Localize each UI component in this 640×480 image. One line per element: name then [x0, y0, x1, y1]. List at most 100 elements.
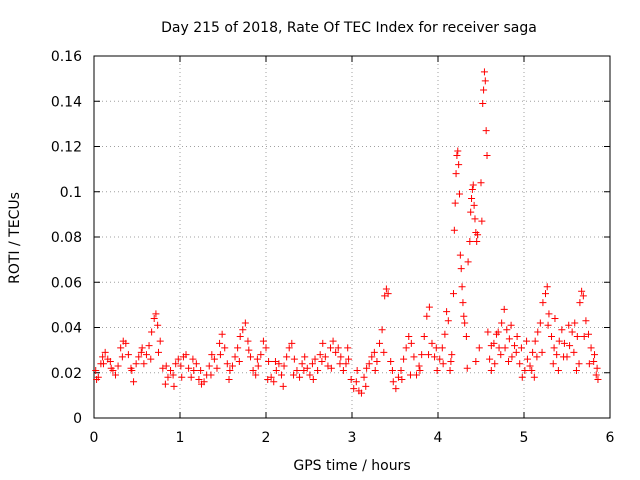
y-tick-label: 0.16 [51, 49, 82, 65]
data-point [137, 348, 145, 356]
data-point [517, 344, 525, 352]
data-point [368, 353, 376, 361]
data-point [352, 378, 360, 386]
data-point [182, 351, 190, 359]
data-point [503, 326, 511, 334]
data-point [380, 348, 388, 356]
data-point [484, 328, 492, 336]
data-point [570, 348, 578, 356]
data-point [161, 380, 169, 388]
data-point [270, 378, 278, 386]
data-point [505, 335, 513, 343]
y-tick-label: 0.08 [51, 230, 82, 246]
data-point [148, 328, 156, 336]
data-point [469, 181, 477, 189]
data-point [466, 238, 474, 246]
data-point [262, 344, 270, 352]
data-point [197, 366, 205, 374]
data-point [124, 351, 132, 359]
data-point [592, 371, 600, 379]
data-point [464, 258, 472, 266]
y-tick-label: 0.06 [51, 275, 82, 291]
data-point [478, 217, 486, 225]
data-point [482, 127, 490, 135]
data-point [400, 355, 408, 363]
data-point [579, 292, 587, 300]
data-point [130, 378, 138, 386]
data-point [195, 376, 203, 384]
data-point [244, 337, 252, 345]
data-point [164, 373, 172, 381]
data-point [373, 357, 381, 365]
data-point [505, 357, 513, 365]
data-point [498, 319, 506, 327]
data-point [529, 348, 537, 356]
data-point [474, 231, 482, 239]
data-point [533, 353, 541, 361]
data-point [177, 362, 185, 370]
data-point [345, 355, 353, 363]
data-point [101, 348, 109, 356]
data-point [319, 339, 327, 347]
data-point [582, 317, 590, 325]
data-point [511, 342, 519, 350]
data-point [389, 378, 397, 386]
data-point [497, 351, 505, 359]
data-point [239, 326, 247, 334]
data-point [566, 342, 574, 350]
x-axis-label: GPS time / hours [293, 458, 410, 474]
y-tick-label: 0.12 [51, 140, 82, 156]
data-point [234, 344, 242, 352]
data-point [245, 346, 253, 354]
data-point [99, 360, 107, 368]
data-point [536, 319, 544, 327]
data-point [576, 299, 584, 307]
data-point [208, 351, 216, 359]
data-point [337, 353, 345, 361]
x-tick-label: 6 [606, 430, 615, 446]
data-point [550, 344, 558, 352]
data-point [288, 339, 296, 347]
data-point [560, 339, 568, 347]
x-tick-label: 0 [90, 430, 99, 446]
data-point [463, 364, 471, 372]
data-point [458, 283, 466, 291]
data-point [216, 339, 224, 347]
data-point [142, 351, 150, 359]
data-point [543, 283, 551, 291]
data-point [272, 366, 280, 374]
data-point [249, 366, 257, 374]
data-point [571, 319, 579, 327]
data-point [350, 385, 358, 393]
data-point [252, 371, 260, 379]
data-point [455, 161, 463, 169]
data-point [554, 366, 562, 374]
data-point [264, 376, 272, 384]
data-point [382, 285, 390, 293]
data-point [580, 333, 588, 341]
y-tick-label: 0.04 [51, 321, 82, 337]
grid [94, 56, 610, 418]
data-point [487, 366, 495, 374]
data-point [538, 348, 546, 356]
data-point [456, 251, 464, 259]
data-point [539, 299, 547, 307]
data-point [462, 333, 470, 341]
data-point [449, 290, 457, 298]
data-point [388, 366, 396, 374]
data-point [528, 366, 536, 374]
data-point [293, 366, 301, 374]
y-tick-label: 0 [73, 411, 82, 427]
data-point [501, 344, 509, 352]
data-point [544, 321, 552, 329]
data-point [344, 344, 352, 352]
data-point [443, 308, 451, 316]
y-axis-label: ROTI / TECUs [7, 192, 23, 284]
data-point [423, 312, 431, 320]
data-point [523, 355, 531, 363]
data-point [154, 321, 162, 329]
data-point [332, 348, 340, 356]
data-point [428, 339, 436, 347]
data-point [523, 337, 531, 345]
data-point [271, 357, 279, 365]
